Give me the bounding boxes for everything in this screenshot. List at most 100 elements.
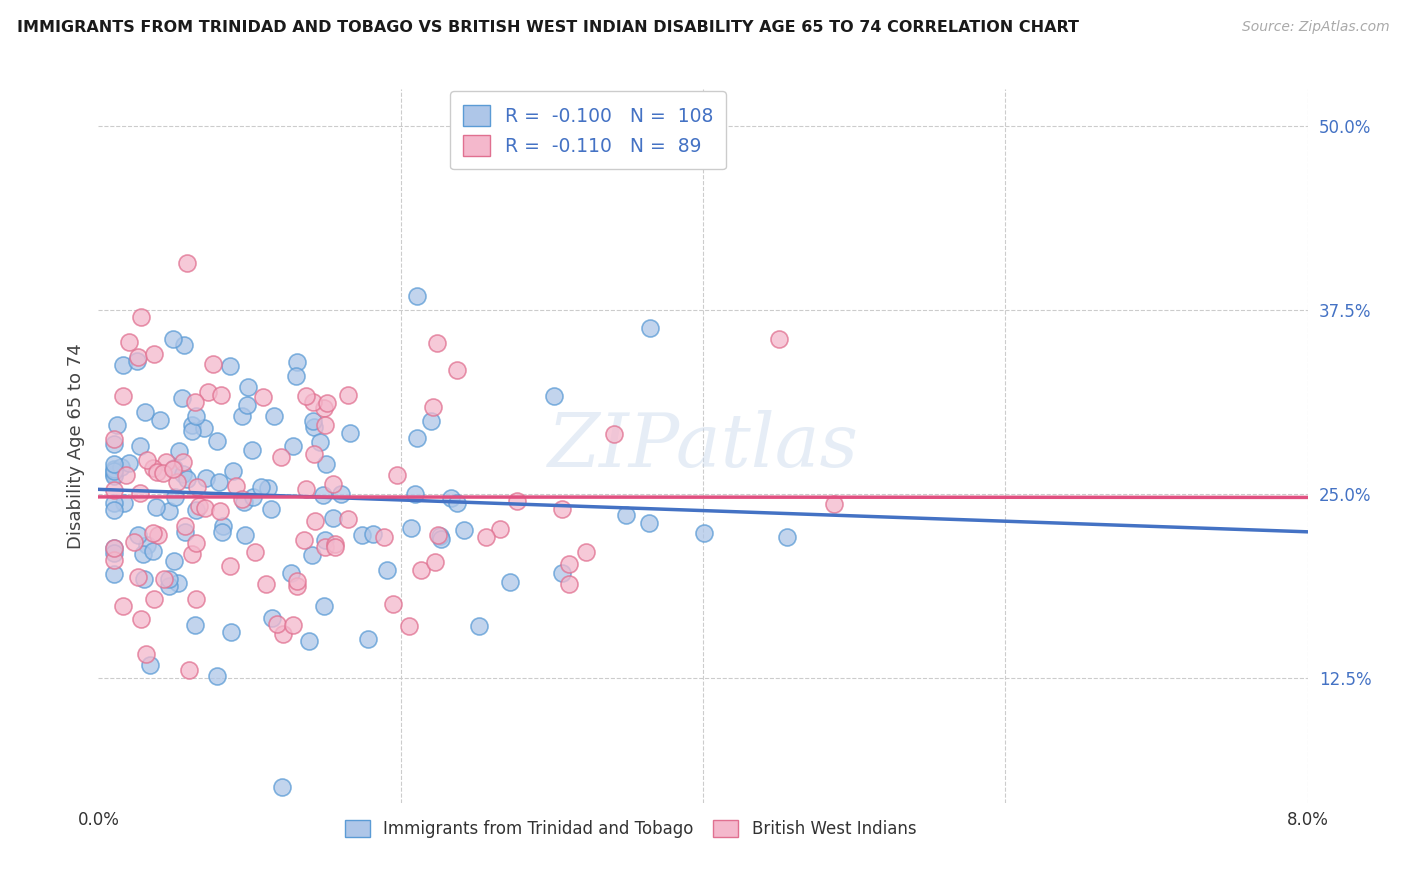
Point	[420, 414, 443, 428]
Point	[211, 524, 233, 539]
Point	[127, 353, 149, 368]
Point	[225, 479, 247, 493]
Point	[103, 567, 125, 582]
Point	[129, 310, 152, 325]
Point	[149, 413, 172, 427]
Point	[301, 548, 323, 562]
Point	[375, 563, 398, 577]
Point	[426, 528, 449, 542]
Point	[329, 487, 352, 501]
Point	[118, 334, 141, 349]
Point	[257, 481, 280, 495]
Point	[103, 541, 125, 555]
Point	[145, 500, 167, 514]
Point	[352, 528, 374, 542]
Point	[152, 466, 174, 480]
Point	[183, 617, 205, 632]
Point	[426, 336, 449, 351]
Point	[373, 530, 395, 544]
Point	[194, 501, 217, 516]
Point	[139, 658, 162, 673]
Point	[135, 452, 157, 467]
Point	[176, 472, 198, 486]
Point	[153, 572, 176, 586]
Point	[468, 619, 491, 633]
Point	[187, 499, 209, 513]
Point	[425, 555, 447, 569]
Point	[180, 548, 202, 562]
Point	[304, 514, 326, 528]
Point	[186, 409, 208, 424]
Point	[280, 566, 302, 581]
Point	[170, 391, 193, 405]
Point	[157, 579, 180, 593]
Point	[118, 456, 141, 470]
Point	[314, 418, 336, 433]
Legend: Immigrants from Trinidad and Tobago, British West Indians: Immigrants from Trinidad and Tobago, Bri…	[337, 813, 922, 845]
Point	[167, 444, 190, 458]
Point	[240, 443, 263, 458]
Point	[122, 535, 145, 549]
Point	[382, 597, 405, 611]
Point	[245, 545, 267, 559]
Point	[302, 447, 325, 461]
Point	[163, 461, 186, 475]
Point	[287, 578, 309, 592]
Point	[297, 634, 319, 648]
Point	[142, 544, 165, 558]
Point	[111, 358, 134, 372]
Point	[266, 617, 288, 632]
Point	[103, 541, 125, 555]
Point	[173, 519, 195, 533]
Point	[309, 435, 332, 450]
Point	[260, 611, 283, 625]
Point	[221, 464, 243, 478]
Point	[294, 389, 316, 403]
Point	[429, 529, 451, 543]
Point	[205, 669, 228, 683]
Point	[315, 457, 337, 471]
Point	[128, 439, 150, 453]
Point	[115, 467, 138, 482]
Point	[135, 647, 157, 661]
Point	[129, 612, 152, 626]
Point	[176, 256, 198, 270]
Point	[233, 494, 256, 508]
Point	[159, 573, 181, 587]
Point	[638, 320, 661, 334]
Point	[205, 434, 228, 449]
Point	[614, 508, 637, 522]
Point	[235, 398, 257, 412]
Point	[558, 577, 581, 591]
Point	[776, 530, 799, 544]
Point	[103, 468, 125, 483]
Point	[292, 533, 315, 548]
Point	[693, 525, 716, 540]
Point	[322, 477, 344, 491]
Point	[285, 368, 308, 383]
Point	[337, 512, 360, 526]
Point	[314, 540, 336, 554]
Point	[105, 418, 128, 433]
Point	[186, 536, 208, 550]
Point	[406, 432, 429, 446]
Point	[129, 486, 152, 500]
Point	[142, 461, 165, 475]
Point	[163, 490, 186, 504]
Point	[180, 425, 202, 439]
Point	[184, 503, 207, 517]
Point	[143, 347, 166, 361]
Point	[166, 475, 188, 489]
Point	[312, 487, 335, 501]
Point	[209, 504, 232, 518]
Point	[405, 289, 427, 303]
Point	[250, 480, 273, 494]
Point	[172, 467, 194, 482]
Point	[166, 575, 188, 590]
Point	[638, 516, 661, 531]
Point	[173, 337, 195, 351]
Point	[242, 490, 264, 504]
Point	[285, 354, 308, 368]
Point	[489, 522, 512, 536]
Point	[411, 563, 433, 577]
